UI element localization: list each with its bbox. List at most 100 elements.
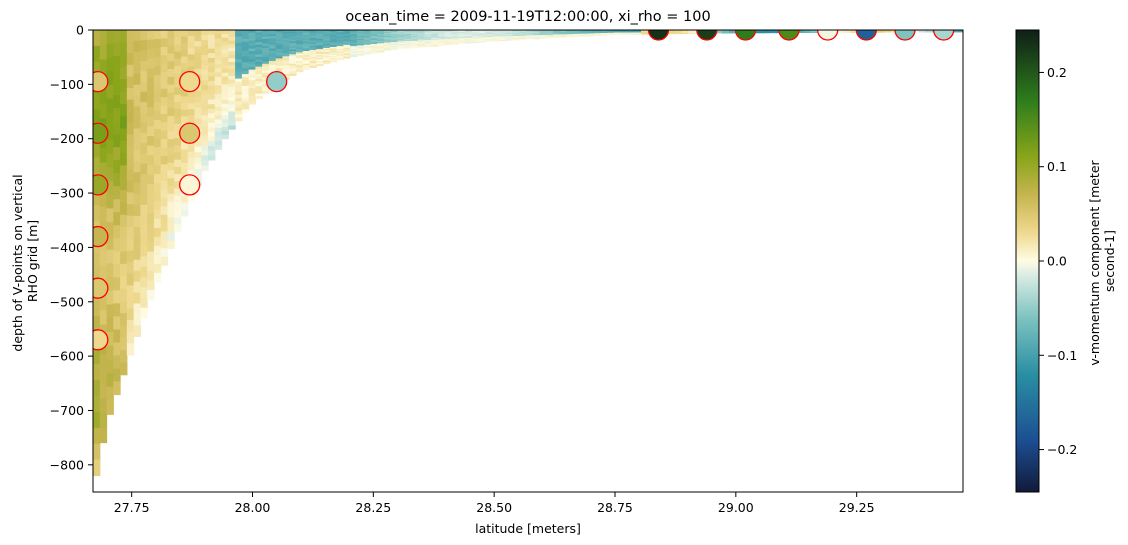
heatmap-cell xyxy=(113,238,121,252)
heatmap-cell xyxy=(343,49,351,52)
heatmap-cell xyxy=(228,47,236,52)
heatmap-cell xyxy=(255,88,263,92)
heatmap-cell xyxy=(120,190,128,203)
heatmap-cell xyxy=(106,359,114,374)
heatmap-cell xyxy=(377,47,385,50)
heatmap-cell xyxy=(377,38,385,40)
heatmap-cell xyxy=(329,49,338,51)
heatmap-cell xyxy=(275,48,284,52)
heatmap-cell xyxy=(390,32,399,34)
heatmap-cell xyxy=(187,48,196,55)
heatmap-cell xyxy=(343,30,351,33)
heatmap-cell xyxy=(390,35,399,37)
heatmap-cell xyxy=(282,65,290,68)
heatmap-cell xyxy=(160,97,169,107)
heatmap-cell xyxy=(336,35,344,37)
heatmap-cell xyxy=(140,307,148,319)
heatmap-cell xyxy=(296,55,304,58)
heatmap-cell xyxy=(289,42,297,46)
heatmap-cell xyxy=(221,41,229,47)
heatmap-cell xyxy=(397,42,405,44)
heatmap-cell xyxy=(390,37,399,39)
heatmap-cell xyxy=(417,46,426,48)
heatmap-cell xyxy=(390,46,399,48)
heatmap-cell xyxy=(248,74,256,79)
heatmap-cell xyxy=(336,50,344,52)
heatmap-cell xyxy=(255,44,263,48)
heatmap-cell xyxy=(343,41,351,44)
heatmap-cell xyxy=(404,39,412,41)
heatmap-cell xyxy=(255,81,263,85)
heatmap-cell xyxy=(309,42,317,44)
heatmap-cell xyxy=(397,36,405,38)
heatmap-cell xyxy=(411,41,419,44)
heatmap-cell xyxy=(302,46,311,49)
heatmap-cell xyxy=(383,46,392,48)
heatmap-cell xyxy=(262,48,270,51)
heatmap-cell xyxy=(275,41,284,44)
heatmap-cell xyxy=(241,44,250,49)
heatmap-cell xyxy=(350,49,358,52)
heatmap-cell xyxy=(208,76,216,82)
heatmap-cell xyxy=(133,30,141,42)
heatmap-cell xyxy=(140,81,148,93)
heatmap-cell xyxy=(113,199,121,213)
heatmap-cell xyxy=(93,316,101,333)
heatmap-cell xyxy=(390,33,399,35)
heatmap-cell xyxy=(248,61,256,65)
heatmap-cell xyxy=(235,114,243,119)
heatmap-cell xyxy=(248,37,256,42)
heatmap-cell xyxy=(417,34,426,37)
heatmap-cell xyxy=(126,262,135,275)
heatmap-cell xyxy=(133,194,141,206)
heatmap-cell xyxy=(180,209,189,217)
heatmap-cell xyxy=(397,34,405,36)
heatmap-cell xyxy=(120,66,128,80)
heatmap-cell xyxy=(221,103,229,109)
heatmap-cell xyxy=(289,60,297,64)
heatmap-cell xyxy=(397,38,405,40)
heatmap-cell xyxy=(316,57,324,60)
heatmap-cell xyxy=(289,68,297,72)
heatmap-cell xyxy=(248,43,256,47)
heatmap-cell xyxy=(248,66,256,71)
heatmap-cell xyxy=(390,48,399,51)
heatmap-cell xyxy=(153,191,162,202)
heatmap-cell xyxy=(174,73,182,82)
heatmap-cell xyxy=(160,88,169,98)
heatmap-cell xyxy=(255,91,263,95)
y-tick-label: −700 xyxy=(50,403,84,418)
heatmap-cell xyxy=(180,56,189,64)
heatmap-cell xyxy=(282,30,290,33)
heatmap-cell xyxy=(370,46,378,48)
heatmap-cell xyxy=(167,217,175,226)
heatmap-cell xyxy=(160,80,169,90)
heatmap-cell xyxy=(580,35,588,37)
heatmap-cell xyxy=(228,79,236,84)
heatmap-cell xyxy=(566,36,575,38)
heatmap-cell xyxy=(113,95,121,109)
heatmap-cell xyxy=(329,39,338,41)
heatmap-cell xyxy=(302,67,311,70)
heatmap-cell xyxy=(329,52,338,55)
heatmap-cell xyxy=(255,83,263,87)
heatmap-cell xyxy=(106,84,114,100)
data-marker xyxy=(179,174,201,196)
heatmap-cell xyxy=(350,50,358,53)
heatmap-cell xyxy=(404,40,412,42)
heatmap-cell xyxy=(282,52,290,56)
heatmap-cell xyxy=(208,122,216,129)
heatmap-cell xyxy=(390,39,399,42)
heatmap-cell xyxy=(147,232,155,243)
heatmap-cell xyxy=(93,411,101,429)
heatmap-cell xyxy=(153,164,162,175)
heatmap-cell xyxy=(167,100,175,109)
heatmap-cell xyxy=(214,68,223,74)
heatmap-cell xyxy=(397,46,405,48)
heatmap-cell xyxy=(316,32,324,35)
heatmap-cell xyxy=(153,146,162,157)
heatmap-cell xyxy=(93,45,101,63)
heatmap-cell xyxy=(275,67,284,71)
heatmap-cell xyxy=(289,65,297,68)
heatmap-cell xyxy=(411,37,419,39)
